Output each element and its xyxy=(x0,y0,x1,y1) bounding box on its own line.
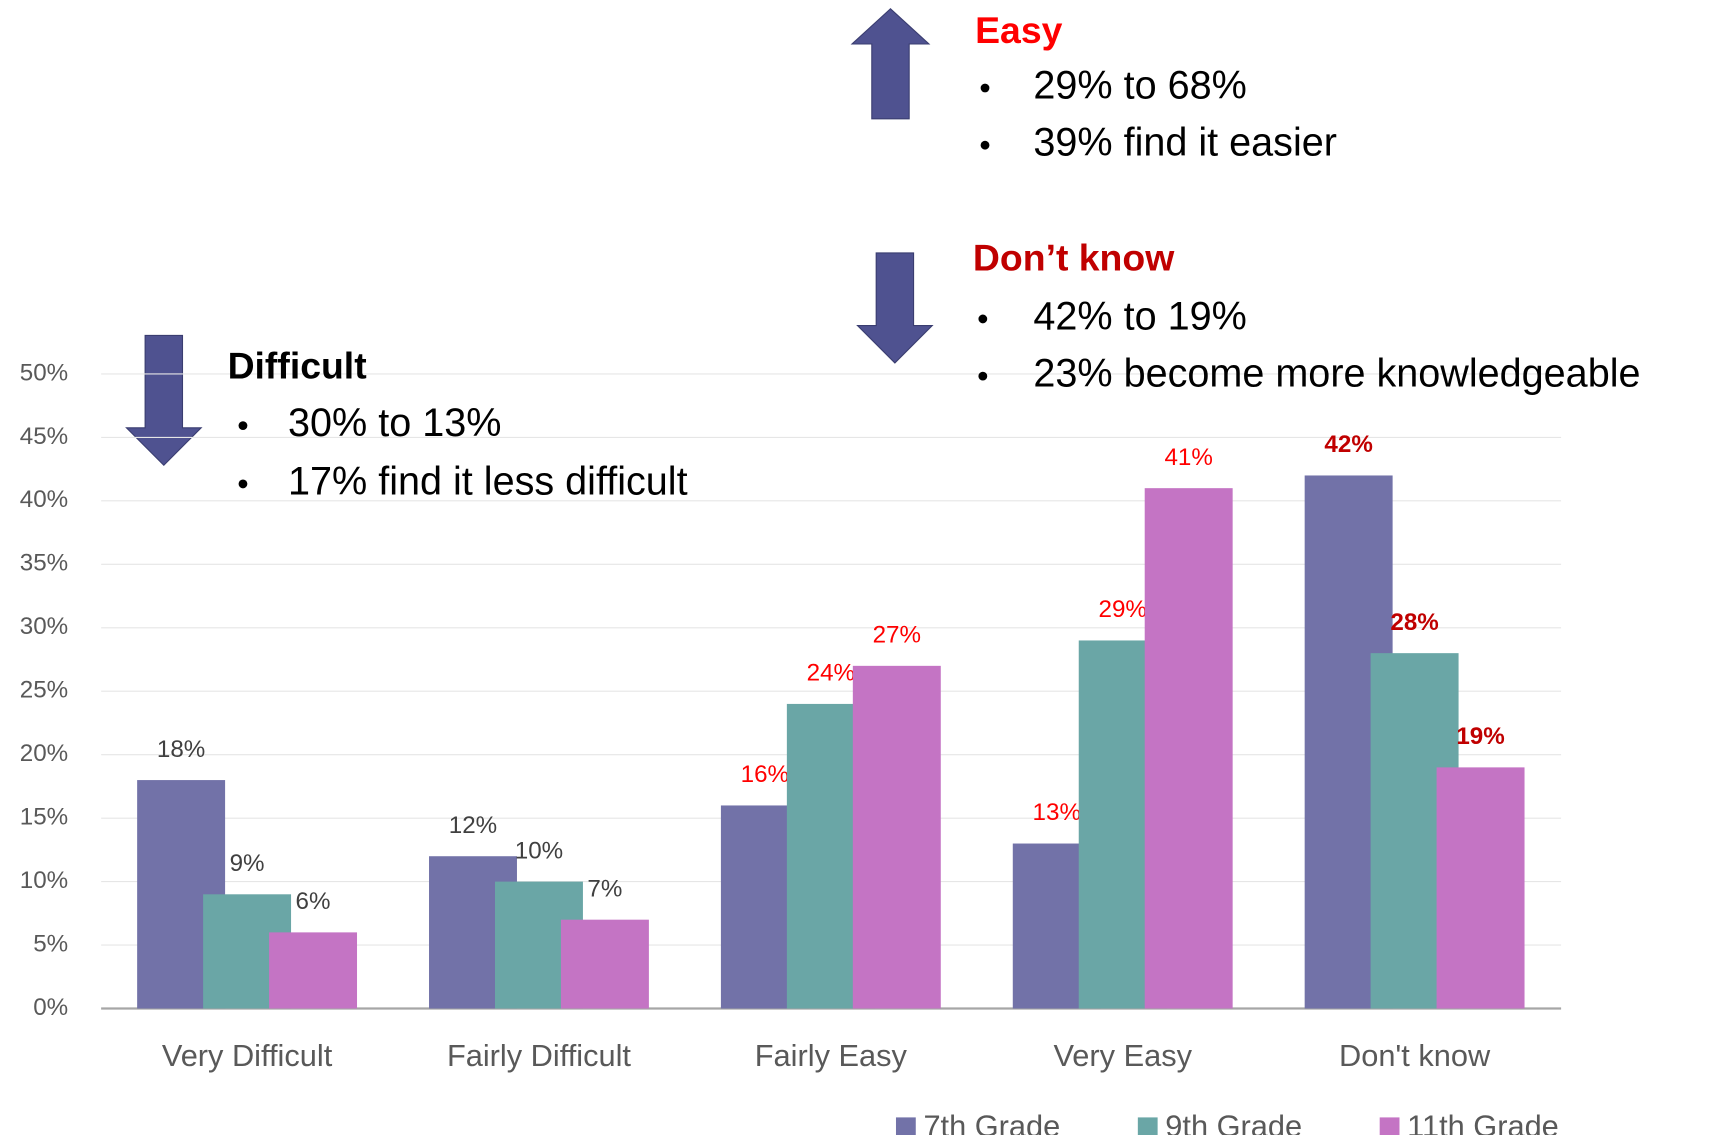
annotation-title: Easy xyxy=(975,9,1062,51)
x-tick-label: Very Easy xyxy=(1053,1038,1192,1073)
y-tick-label: 20% xyxy=(20,740,68,767)
bar xyxy=(1144,488,1233,1009)
value-label: 6% xyxy=(296,888,331,915)
value-label: 24% xyxy=(807,660,855,687)
y-tick-label: 10% xyxy=(20,867,68,894)
down-arrow xyxy=(125,334,203,466)
value-label: 7% xyxy=(587,875,622,902)
value-label: 28% xyxy=(1390,609,1438,636)
y-tick-label: 35% xyxy=(20,550,68,577)
legend-swatch xyxy=(895,1117,916,1135)
y-tick-label: 25% xyxy=(20,677,68,704)
annotation-item: 23% become more knowledgeable xyxy=(1033,352,1640,396)
annotation-item: 30% to 13% xyxy=(288,401,501,445)
legend-label: 9th Grade xyxy=(1165,1109,1302,1135)
bar xyxy=(1436,767,1525,1009)
y-tick-label: 30% xyxy=(20,613,68,640)
bar xyxy=(560,919,649,1009)
bar xyxy=(852,665,941,1009)
value-label: 12% xyxy=(449,812,497,839)
bullet xyxy=(978,314,988,324)
annotation-item: 29% to 68% xyxy=(1033,63,1246,107)
y-tick-label: 0% xyxy=(33,994,68,1021)
legend-swatch xyxy=(1137,1117,1158,1135)
value-label: 29% xyxy=(1099,596,1147,623)
annotation-title: Difficult xyxy=(228,344,367,386)
bullet xyxy=(980,140,990,150)
value-label: 41% xyxy=(1164,444,1212,471)
up-arrow xyxy=(850,8,931,120)
x-tick-label: Very Difficult xyxy=(162,1038,333,1073)
value-label: 13% xyxy=(1033,799,1081,826)
y-tick-label: 45% xyxy=(20,423,68,450)
down-arrow xyxy=(856,252,934,364)
legend-label: 7th Grade xyxy=(923,1109,1060,1135)
value-label: 9% xyxy=(230,850,265,877)
bar xyxy=(269,932,358,1009)
bullet xyxy=(980,83,990,93)
x-tick-label: Don't know xyxy=(1339,1038,1491,1073)
value-label: 16% xyxy=(741,761,789,788)
value-label: 42% xyxy=(1324,431,1372,458)
annotation-item: 42% to 19% xyxy=(1033,294,1246,338)
legend-label: 11th Grade xyxy=(1407,1109,1559,1135)
y-tick-label: 40% xyxy=(20,486,68,513)
bullet xyxy=(238,421,248,431)
bullet xyxy=(238,479,248,489)
y-tick-label: 50% xyxy=(20,359,68,386)
annotation-title: Don’t know xyxy=(973,237,1175,279)
y-tick-label: 15% xyxy=(20,804,68,831)
annotation-item: 17% find it less difficult xyxy=(288,459,688,503)
legend-swatch xyxy=(1379,1117,1400,1135)
bullet xyxy=(978,371,988,381)
value-label: 19% xyxy=(1456,723,1504,750)
annotation-item: 39% find it easier xyxy=(1033,121,1337,165)
x-tick-label: Fairly Easy xyxy=(755,1038,908,1073)
x-tick-label: Fairly Difficult xyxy=(447,1038,631,1073)
value-label: 10% xyxy=(515,837,563,864)
value-label: 27% xyxy=(873,622,921,649)
value-label: 18% xyxy=(157,736,205,763)
y-tick-label: 5% xyxy=(33,930,68,957)
